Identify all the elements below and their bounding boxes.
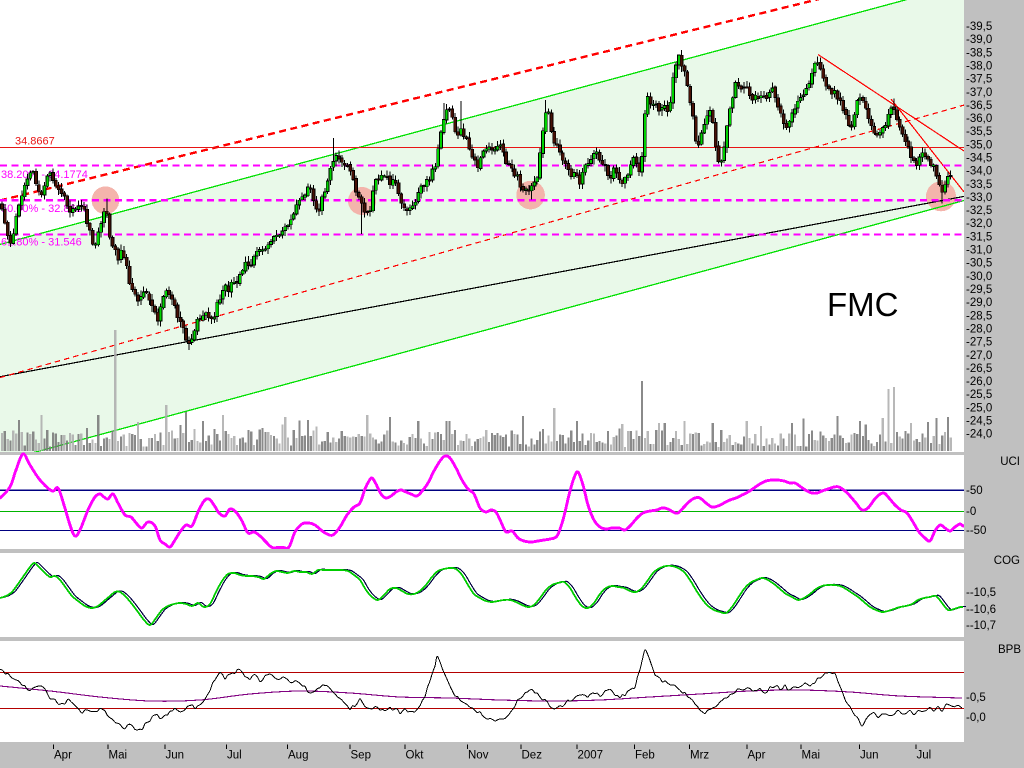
svg-text:Apr: Apr [54,750,72,762]
svg-text:--50: --50 [966,525,986,537]
svg-text:-33,5: -33,5 [966,179,992,191]
svg-text:--10,6: --10,6 [966,604,996,616]
svg-text:-29,5: -29,5 [966,284,992,296]
svg-text:-26,0: -26,0 [966,376,992,388]
svg-text:-27,5: -27,5 [966,337,992,349]
svg-text:Mrz: Mrz [690,750,709,762]
svg-text:61.80% - 31.546: 61.80% - 31.546 [1,237,82,249]
svg-text:-34,0: -34,0 [966,166,992,178]
svg-text:-32,0: -32,0 [966,218,992,230]
svg-text:2007: 2007 [578,750,604,762]
svg-text:UCI: UCI [1000,456,1020,468]
svg-text:-24,5: -24,5 [966,416,992,428]
svg-text:-25,5: -25,5 [966,389,992,401]
svg-text:-31,5: -31,5 [966,231,992,243]
svg-text:-37,0: -37,0 [966,87,992,99]
svg-text:Okt: Okt [406,750,425,762]
svg-text:Jun: Jun [166,750,185,762]
svg-text:-32,5: -32,5 [966,205,992,217]
svg-text:COG: COG [994,555,1020,567]
svg-text:-29,0: -29,0 [966,297,992,309]
svg-text:-33,0: -33,0 [966,192,992,204]
svg-text:BPB: BPB [998,644,1021,656]
svg-text:-0,0: -0,0 [966,712,986,724]
svg-text:Nov: Nov [468,750,489,762]
svg-text:34.8667: 34.8667 [15,136,55,148]
svg-text:-36,5: -36,5 [966,100,992,112]
svg-text:Sep: Sep [351,750,371,762]
svg-text:Jul: Jul [917,750,932,762]
svg-text:-39,5: -39,5 [966,21,992,33]
svg-text:Mai: Mai [109,750,128,762]
svg-text:Jun: Jun [860,750,879,762]
svg-text:-36,0: -36,0 [966,113,992,125]
svg-text:--10,7: --10,7 [966,620,996,632]
svg-text:--10,5: --10,5 [966,587,996,599]
svg-text:-38,5: -38,5 [966,47,992,59]
svg-text:-30,5: -30,5 [966,258,992,270]
svg-text:-28,0: -28,0 [966,323,992,335]
svg-text:Feb: Feb [635,750,655,762]
svg-text:Mai: Mai [802,750,821,762]
svg-text:-38,0: -38,0 [966,61,992,73]
svg-text:-34,5: -34,5 [966,153,992,165]
svg-text:-0,5: -0,5 [966,692,986,704]
svg-text:Jul: Jul [227,750,242,762]
svg-text:-30,0: -30,0 [966,271,992,283]
svg-text:-26,5: -26,5 [966,363,992,375]
svg-text:-0: -0 [966,506,976,518]
svg-text:-39,0: -39,0 [966,34,992,46]
svg-text:-31,0: -31,0 [966,245,992,257]
svg-text:-37,5: -37,5 [966,74,992,86]
svg-text:38.20% - 34.1774: 38.20% - 34.1774 [1,169,88,181]
svg-text:Dez: Dez [522,750,543,762]
svg-text:-35,0: -35,0 [966,139,992,151]
svg-text:FMC: FMC [827,286,898,323]
svg-text:-25,0: -25,0 [966,402,992,414]
svg-text:-27,0: -27,0 [966,350,992,362]
svg-text:Aug: Aug [288,750,308,762]
svg-text:Apr: Apr [748,750,766,762]
svg-text:-35,5: -35,5 [966,126,992,138]
svg-text:-28,5: -28,5 [966,310,992,322]
svg-text:-24,0: -24,0 [966,429,992,441]
svg-text:-50: -50 [966,485,983,497]
